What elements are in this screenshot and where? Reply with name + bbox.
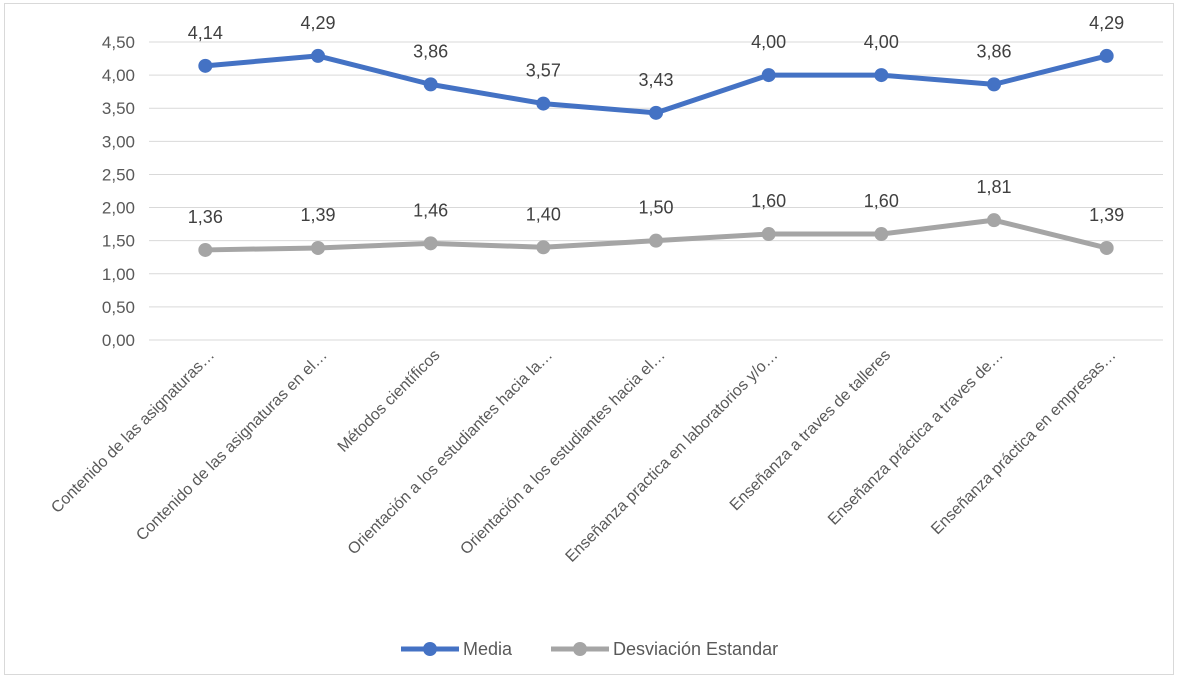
data-point: [987, 77, 1001, 92]
y-tick-label: 2,50: [102, 165, 135, 184]
data-label: 1,36: [188, 207, 223, 227]
legend: Media Desviación Estandar: [401, 639, 778, 659]
x-tick-label: Enseñanza práctica a traves de…: [825, 347, 1007, 529]
data-point: [761, 227, 776, 242]
data-label: 1,60: [864, 191, 899, 211]
y-tick-label: 4,50: [102, 33, 135, 52]
data-point: [1099, 48, 1114, 63]
x-tick-label: Enseñanza práctica en empresas…: [928, 347, 1119, 538]
data-point: [761, 68, 776, 83]
data-point: [987, 213, 1001, 228]
data-label: 3,57: [526, 61, 561, 81]
data-point: [536, 240, 551, 255]
y-tick-label: 1,50: [102, 232, 135, 251]
data-label: 3,43: [638, 70, 673, 90]
data-label: 1,50: [638, 198, 673, 218]
x-axis-labels: Contenido de las asignaturas…Contenido d…: [48, 347, 1119, 566]
data-point: [423, 236, 438, 251]
chart-frame: 0,00 0,50 1,00 1,50 2,00 2,50 3,00 3,50 4,00 4,50…: [4, 3, 1174, 675]
data-point: [874, 68, 889, 83]
legend-marker: [573, 642, 587, 656]
data-label: 4,29: [300, 13, 335, 33]
data-point: [536, 96, 551, 111]
series-desviacion-estandar: 1,36 1,39 1,46 1,40 1,50 1,60 1,60 1,81 1,39: [188, 177, 1124, 257]
x-tick-label: Orientación a los estudiantes hacia la…: [345, 347, 556, 558]
data-label: 4,00: [751, 32, 786, 52]
y-tick-label: 2,00: [102, 199, 135, 218]
data-point: [311, 48, 325, 63]
x-tick-label: Enseñanza practica en laboratorios y/o…: [563, 347, 782, 566]
data-label: 4,29: [1089, 13, 1124, 33]
x-tick-label: Orientación a los estudiantes hacia el…: [457, 347, 668, 558]
x-tick-label: Contenido de las asignaturas en el…: [133, 347, 331, 545]
data-point: [423, 77, 438, 92]
y-tick-label: 1,00: [102, 265, 135, 284]
legend-item: Desviación Estandar: [551, 639, 778, 659]
data-label: 3,86: [413, 41, 448, 61]
data-label: 4,14: [188, 23, 223, 43]
data-label: 4,00: [864, 32, 899, 52]
gridlines: [149, 41, 1163, 341]
series-group: 4,14 4,29 3,86 3,57 3,43 4,00 4,00 3,86 4,29 1,36…: [188, 13, 1124, 257]
data-point: [874, 227, 889, 242]
data-point: [649, 105, 663, 120]
data-label: 3,86: [976, 41, 1011, 61]
data-point: [649, 233, 663, 248]
y-axis-ticks: 0,00 0,50 1,00 1,50 2,00 2,50 3,00 3,50 4,00 4,50: [102, 33, 135, 350]
y-tick-label: 0,50: [102, 298, 135, 317]
data-label: 1,46: [413, 200, 448, 220]
data-label: 1,60: [751, 191, 786, 211]
data-point: [311, 240, 325, 255]
y-tick-label: 3,00: [102, 132, 135, 151]
data-point: [198, 242, 213, 257]
series-media: 4,14 4,29 3,86 3,57 3,43 4,00 4,00 3,86 4,29: [188, 13, 1124, 120]
x-tick-label: Métodos científicos: [335, 347, 444, 456]
y-tick-label: 3,50: [102, 99, 135, 118]
data-label: 1,39: [1089, 205, 1124, 225]
data-label: 1,81: [976, 177, 1011, 197]
legend-label: Desviación Estandar: [613, 639, 778, 659]
data-label: 1,40: [526, 204, 561, 224]
legend-label: Media: [463, 639, 513, 659]
data-point: [198, 58, 213, 73]
data-point: [1099, 240, 1114, 255]
data-label: 1,39: [300, 205, 335, 225]
legend-item: Media: [401, 639, 513, 659]
y-tick-label: 0,00: [102, 331, 135, 350]
y-tick-label: 4,00: [102, 66, 135, 85]
legend-marker: [423, 642, 437, 656]
line-chart: 0,00 0,50 1,00 1,50 2,00 2,50 3,00 3,50 4,00 4,50…: [48, 13, 1163, 659]
